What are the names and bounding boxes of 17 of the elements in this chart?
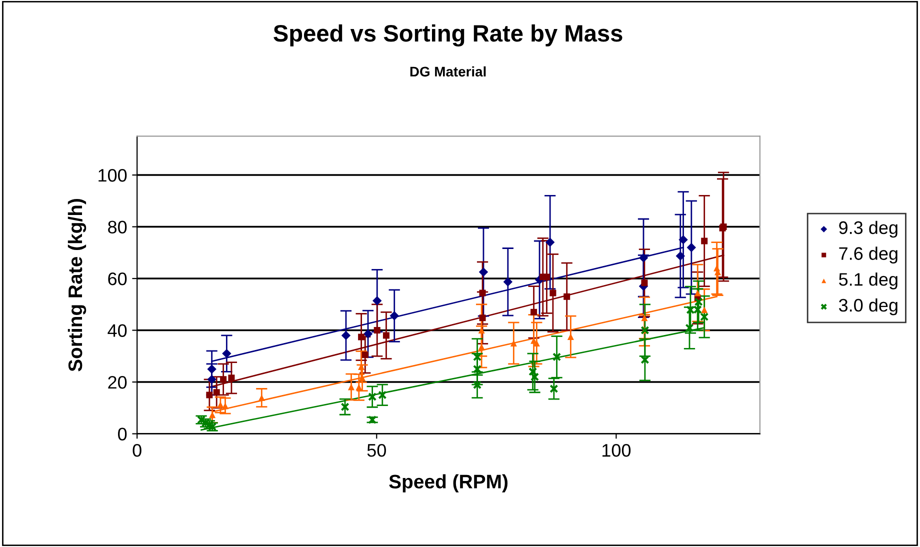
x-tick-label: 50 — [367, 444, 386, 457]
chart-title: Speed vs Sorting Rate by Mass — [274, 24, 622, 46]
y-tick-label: 60 — [108, 272, 127, 286]
legend-label: 7.6 deg — [839, 246, 898, 264]
legend-label: 3.0 deg — [838, 298, 898, 316]
y-tick-label: 100 — [98, 168, 127, 182]
x-axis-title: Speed (RPM) — [389, 474, 508, 492]
y-tick-label: 80 — [108, 220, 127, 234]
x-tick-label: 0 — [132, 444, 142, 457]
legend-label: 9.3 deg — [839, 220, 898, 238]
chart-subtitle: DG Material — [410, 66, 486, 77]
y-axis-title: Sorting Rate (kg/h) — [68, 198, 86, 372]
x-tick-label: 100 — [602, 444, 631, 457]
y-tick-label: 40 — [108, 324, 127, 337]
y-tick-label: 0 — [118, 428, 127, 440]
y-tick-label: 20 — [108, 376, 127, 389]
legend-label: 5.1 deg — [839, 272, 898, 290]
